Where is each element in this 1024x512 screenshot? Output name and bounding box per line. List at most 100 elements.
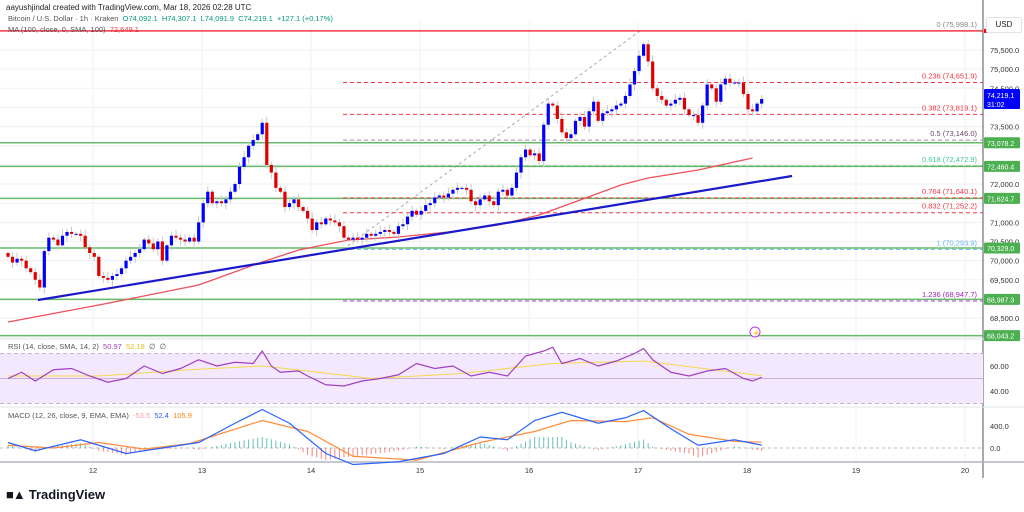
ohlc-close: C74,219.1: [238, 14, 273, 23]
candle: [628, 84, 632, 96]
candle: [396, 226, 401, 234]
candle: [351, 237, 355, 240]
candle: [510, 187, 514, 196]
current-price-badge: [984, 89, 1020, 110]
candle: [401, 224, 405, 227]
candle: [110, 275, 115, 280]
candle: [755, 103, 759, 112]
candle: [714, 88, 718, 102]
candle: [319, 222, 323, 225]
candle: [228, 191, 233, 200]
candle: [342, 226, 346, 238]
currency-button[interactable]: USD: [986, 17, 1022, 33]
fib-level-label: 0.236 (74,651.9): [922, 71, 978, 80]
candle: [360, 237, 364, 240]
date-axis-label: 20: [961, 466, 969, 475]
ohlc-low: L74,091.9: [200, 14, 235, 23]
candle: [374, 233, 378, 236]
candle: [210, 191, 214, 204]
candle: [337, 222, 342, 227]
candle: [569, 134, 573, 139]
candle: [719, 84, 723, 102]
candle: [651, 61, 655, 89]
candle: [428, 203, 432, 206]
candle: [142, 239, 146, 250]
rsi-legend[interactable]: RSI (14, close, SMA, 14, 2) 50.97 52.18 …: [8, 342, 166, 351]
candle: [151, 243, 155, 250]
candle: [233, 184, 237, 192]
candle: [632, 71, 637, 85]
macd-hist-value: -53.5: [133, 411, 151, 420]
candle: [119, 268, 124, 275]
level-price-badge: [984, 160, 1020, 172]
candle: [701, 105, 705, 123]
candle: [97, 256, 101, 276]
level-price-badge-text: 68,043.2: [987, 334, 1014, 341]
candle: [33, 272, 37, 280]
lightning-icon: [749, 326, 761, 338]
macd-line: [7, 408, 762, 466]
price-axis-label: 72,000.0: [990, 180, 1019, 189]
ma-legend[interactable]: MA (100, close, 0, SMA, 100) 72,649.1: [8, 25, 139, 34]
candle: [247, 145, 251, 158]
candle: [660, 95, 664, 100]
candle: [124, 260, 128, 269]
macd-axis-label: 0.0: [990, 444, 1000, 453]
candle: [287, 203, 292, 208]
candle: [192, 237, 196, 242]
price-axis-label: 71,000.0: [990, 218, 1019, 227]
candle: [60, 235, 65, 246]
date-axis-label: 18: [743, 466, 751, 475]
level-price-badge: [984, 293, 1020, 305]
candle: [69, 231, 74, 234]
macd-legend[interactable]: MACD (12, 26, close, 9, EMA, EMA) -53.5 …: [8, 411, 192, 420]
date-axis-label: 12: [89, 466, 97, 475]
fib-level-label: 0.764 (71,640.1): [922, 187, 978, 196]
candle: [514, 172, 519, 188]
candle: [696, 115, 700, 123]
candle: [460, 187, 464, 189]
candle: [160, 241, 164, 261]
macd-signal-line: [7, 417, 762, 461]
candle: [760, 99, 764, 104]
candle: [750, 109, 755, 112]
ohlc-high: H74,307.1: [161, 14, 197, 23]
tradingview-logo[interactable]: ■▲ TradingView: [6, 487, 105, 502]
symbol-name[interactable]: Bitcoin / U.S. Dollar · 1h · Kraken: [8, 14, 119, 23]
candle: [592, 101, 596, 112]
candle: [587, 111, 591, 127]
fib-level-label: 1 (70,293.9): [937, 238, 978, 247]
price-axis-label: 74,500.0: [990, 84, 1019, 93]
candle: [310, 218, 314, 231]
candle: [433, 197, 437, 204]
candle: [346, 237, 351, 240]
lightning-icon-glyph: ⚡: [753, 329, 760, 337]
candle: [215, 201, 219, 204]
candle: [383, 230, 387, 232]
candle: [10, 256, 15, 263]
candle: [483, 195, 487, 200]
candle: [610, 109, 614, 112]
candle: [174, 235, 178, 238]
candle: [138, 249, 142, 253]
candle: [169, 235, 174, 246]
candle: [133, 252, 137, 257]
tradingview-logo-icon: ■▲: [6, 487, 26, 502]
candle: [29, 268, 33, 273]
logo-text: TradingView: [28, 487, 106, 502]
candle: [728, 78, 732, 83]
candle: [178, 237, 183, 240]
candle: [533, 153, 537, 156]
candle: [83, 235, 87, 248]
candle: [278, 187, 282, 192]
current-price-badge-text: 74,219.1: [987, 93, 1014, 100]
candle: [424, 205, 428, 211]
candle: [237, 166, 242, 185]
candle: [47, 237, 51, 252]
rsi-value: 50.97: [103, 342, 122, 351]
current-price-badge-text: 31:02: [987, 102, 1005, 109]
candle: [664, 99, 668, 106]
candle: [328, 218, 332, 221]
level-price-badge-text: 73,078.2: [987, 141, 1014, 148]
